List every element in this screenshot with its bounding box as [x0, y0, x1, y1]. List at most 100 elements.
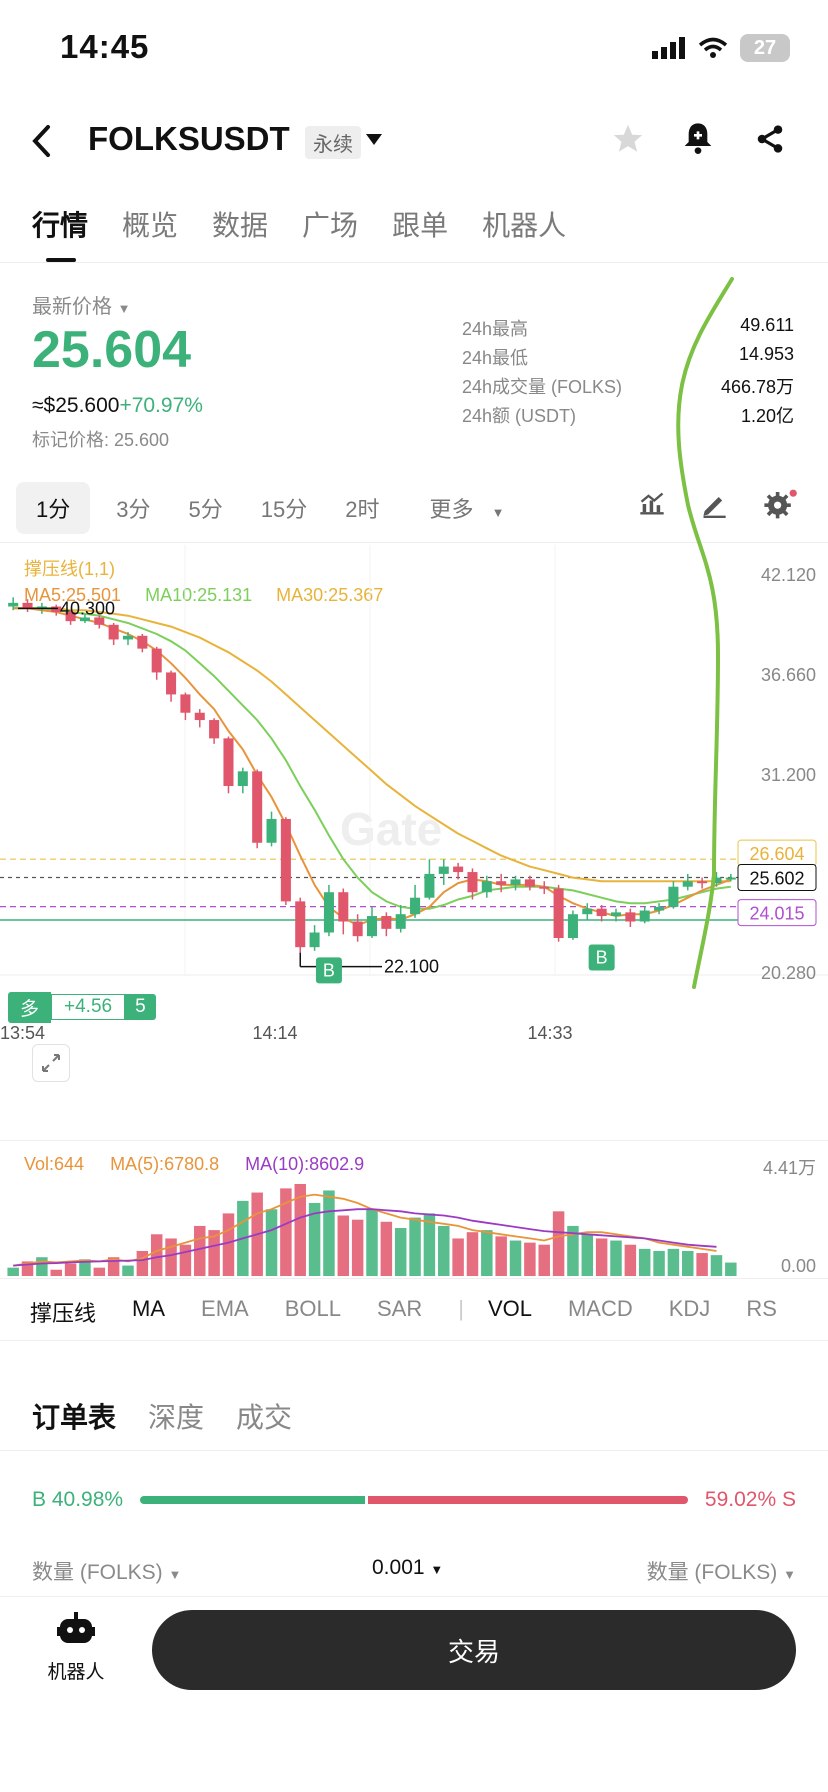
- volume-bar: [538, 1244, 550, 1276]
- back-icon[interactable]: [30, 124, 54, 158]
- volume-bar: [423, 1213, 436, 1276]
- volume-bar: [452, 1238, 464, 1276]
- candle-body: [223, 738, 234, 786]
- interval-more[interactable]: 更多 ▼: [429, 497, 505, 522]
- buy-ratio-fill: [140, 1496, 365, 1504]
- high-label: 40.300: [60, 598, 115, 618]
- volume-bar: [509, 1240, 522, 1276]
- qty-left-selector[interactable]: 数量 (FOLKS) ▼: [32, 1561, 182, 1584]
- volume-bar: [380, 1221, 393, 1276]
- star-icon[interactable]: [610, 122, 646, 156]
- ind-tab-sr[interactable]: 撑压线: [30, 1301, 97, 1326]
- candle-body: [108, 624, 119, 640]
- share-icon[interactable]: [754, 122, 786, 156]
- volume-bar: [725, 1262, 737, 1276]
- candle-body: [280, 818, 291, 902]
- volume-bar: [79, 1259, 91, 1276]
- position-pnl: +4.56: [51, 994, 126, 1020]
- chevron-down-icon[interactable]: [366, 134, 382, 146]
- candle-body: [22, 602, 33, 609]
- interval-5m[interactable]: 5分: [188, 497, 223, 522]
- stat-row-low: 24h最低 14.953: [462, 344, 794, 368]
- candle-body: [8, 602, 19, 607]
- candle-body: [668, 886, 679, 907]
- vol-ma5-label: MA(5):6780.8: [110, 1154, 220, 1174]
- chart-legend: 撑压线(1,1) MA5:25.501 MA10:25.131 MA30:25.…: [24, 555, 383, 606]
- draw-tool-icon[interactable]: [700, 490, 728, 518]
- interval-15m[interactable]: 15分: [260, 497, 308, 522]
- contract-tag: 永续: [305, 126, 361, 159]
- candle-body: [524, 879, 535, 887]
- indicator-icon[interactable]: [638, 490, 666, 518]
- volume-legend: Vol:644 MA(5):6780.8 MA(10):8602.9: [24, 1154, 364, 1175]
- candle-body: [151, 648, 162, 673]
- interval-3m[interactable]: 3分: [116, 497, 151, 522]
- sr-line-label[interactable]: 撑压线(1,1): [24, 559, 116, 579]
- price-chart[interactable]: Gate 40.300 22.100 B B 42.120 36.660 31.200 20…: [0, 545, 828, 1145]
- ind-tab-macd[interactable]: MACD: [567, 1296, 633, 1321]
- vol-bottom-divider: [0, 1278, 828, 1279]
- volume-bar: [638, 1248, 651, 1276]
- ind-tab-rsi[interactable]: RS: [746, 1296, 777, 1321]
- candle-body: [610, 912, 622, 917]
- ind-tab-ma[interactable]: MA: [132, 1296, 166, 1321]
- candle-body: [625, 912, 636, 922]
- volume-chart[interactable]: [0, 1180, 828, 1280]
- position-side: 多: [8, 991, 52, 1023]
- last-price-label[interactable]: 最新价格 ▼: [32, 296, 131, 318]
- volume-bar: [21, 1261, 34, 1276]
- tab-square[interactable]: 广场: [302, 210, 359, 241]
- ind-tab-sar[interactable]: SAR: [376, 1296, 423, 1321]
- position-marker[interactable]: 多 +4.56 5: [8, 991, 156, 1023]
- settings-gear-icon[interactable]: [762, 488, 798, 520]
- volume-bar: [495, 1236, 507, 1276]
- tab-market[interactable]: 行情: [32, 204, 88, 262]
- symbol-title[interactable]: FOLKSUSDT: [88, 120, 290, 157]
- trade-button[interactable]: 交易: [152, 1610, 796, 1690]
- interval-2h[interactable]: 2时: [345, 497, 380, 522]
- stat-row-volume: 24h成交量 (FOLKS) 466.78万: [462, 377, 794, 397]
- y-tick-label: 42.120: [761, 565, 816, 585]
- main-tabs: 行情 概览 数据 广场 跟单 机器人: [32, 204, 567, 262]
- hand-drawn-annotation: [676, 277, 734, 989]
- volume-bar: [208, 1230, 220, 1276]
- buy-marker: [315, 957, 342, 984]
- fullscreen-button[interactable]: [32, 1044, 70, 1082]
- bottom-bar-divider: [0, 1596, 828, 1597]
- candle-body: [725, 877, 736, 880]
- tab-orderbook[interactable]: 订单表: [32, 1402, 117, 1433]
- ind-tab-kdj[interactable]: KDJ: [668, 1296, 711, 1321]
- ind-tab-ema[interactable]: EMA: [201, 1296, 249, 1321]
- tab-overview[interactable]: 概览: [122, 210, 179, 241]
- alert-bell-icon[interactable]: [682, 120, 714, 156]
- usd-price-row: ≈$25.600+70.97%: [32, 394, 203, 418]
- candle-body: [137, 635, 148, 649]
- volume-bar: [667, 1248, 680, 1276]
- ma10-line: [13, 607, 731, 910]
- ind-tab-vol[interactable]: VOL: [487, 1296, 532, 1321]
- candle-body: [682, 881, 693, 887]
- tab-trades[interactable]: 成交: [236, 1402, 293, 1433]
- candle-body: [697, 881, 708, 884]
- tab-data[interactable]: 数据: [212, 210, 269, 241]
- interval-1m[interactable]: 1分: [16, 482, 91, 534]
- tab-copy-trading[interactable]: 跟单: [392, 210, 449, 241]
- volume-bar: [50, 1269, 62, 1276]
- tab-depth[interactable]: 深度: [148, 1402, 205, 1433]
- candle-body: [539, 886, 550, 889]
- candle-body: [582, 908, 593, 915]
- candle-body: [209, 720, 220, 739]
- candle-body: [51, 606, 62, 612]
- tabs-divider: [0, 262, 828, 263]
- status-icons: 27: [652, 34, 790, 62]
- ind-tab-boll[interactable]: BOLL: [284, 1296, 341, 1321]
- tab-bots[interactable]: 机器人: [482, 210, 567, 241]
- buy-sell-ratio-bar: [140, 1496, 688, 1504]
- robot-button[interactable]: 机器人: [40, 1612, 112, 1684]
- qty-right-selector[interactable]: 数量 (FOLKS) ▼: [646, 1561, 796, 1584]
- stat-row-turnover: 24h额 (USDT) 1.20亿: [462, 406, 794, 426]
- interval-selector: 1分 3分 5分 15分 2时 更多 ▼: [16, 482, 517, 534]
- precision-selector[interactable]: 0.001 ▼: [372, 1556, 444, 1579]
- price-tag-26604-text: 26.604: [749, 844, 804, 864]
- candle-body: [295, 901, 306, 948]
